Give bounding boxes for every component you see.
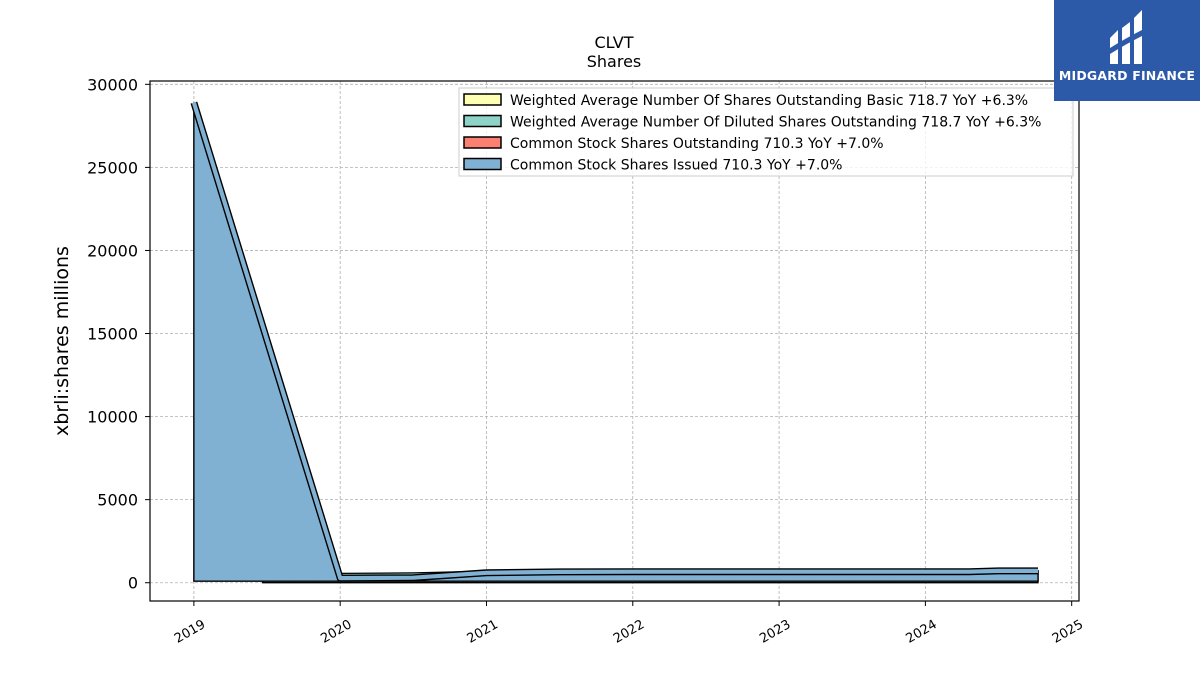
x-tick-label: 2024: [904, 617, 940, 647]
legend: Weighted Average Number Of Shares Outsta…: [458, 87, 1074, 177]
y-tick-label: 20000: [87, 241, 138, 260]
y-tick-label: 30000: [87, 75, 138, 94]
chart-title: CLVT: [594, 33, 633, 52]
legend-label: Weighted Average Number Of Diluted Share…: [510, 115, 1041, 131]
legend-label: Common Stock Shares Outstanding 710.3 Yo…: [510, 136, 884, 152]
chart-subtitle: Shares: [587, 52, 642, 71]
y-tick-label: 25000: [87, 158, 138, 177]
y-tick-label: 10000: [87, 408, 138, 427]
legend-swatch: [463, 93, 502, 106]
x-tick-label: 2019: [172, 617, 208, 647]
x-tick-label: 2025: [1050, 617, 1086, 647]
legend-swatch: [463, 136, 502, 149]
plot-frame: [149, 80, 1080, 602]
legend-label: Common Stock Shares Issued 710.3 YoY +7.…: [510, 158, 842, 174]
x-tick-label: 2021: [465, 617, 501, 647]
legend-frame: [458, 87, 1074, 177]
x-tick-label: 2023: [757, 617, 793, 647]
y-tick-label: 0: [128, 574, 138, 593]
y-tick-label: 15000: [87, 325, 138, 344]
legend-swatch: [463, 157, 502, 171]
series-layer: [190, 101, 1039, 584]
midgard-finance-logo: MIDGARD FINANCE: [1054, 0, 1200, 101]
series-line: [191, 101, 1038, 581]
x-tick-label: 2022: [611, 617, 647, 647]
logo-text: MIDGARD FINANCE: [1058, 68, 1196, 83]
x-tick-label: 2020: [318, 617, 354, 647]
legend-label: Weighted Average Number Of Shares Outsta…: [510, 93, 1028, 109]
logo-mark-icon: [1110, 10, 1142, 64]
y-axis-title: xbrli:shares millions: [51, 246, 73, 436]
legend-swatch: [463, 114, 502, 128]
y-tick-label: 5000: [97, 491, 138, 510]
